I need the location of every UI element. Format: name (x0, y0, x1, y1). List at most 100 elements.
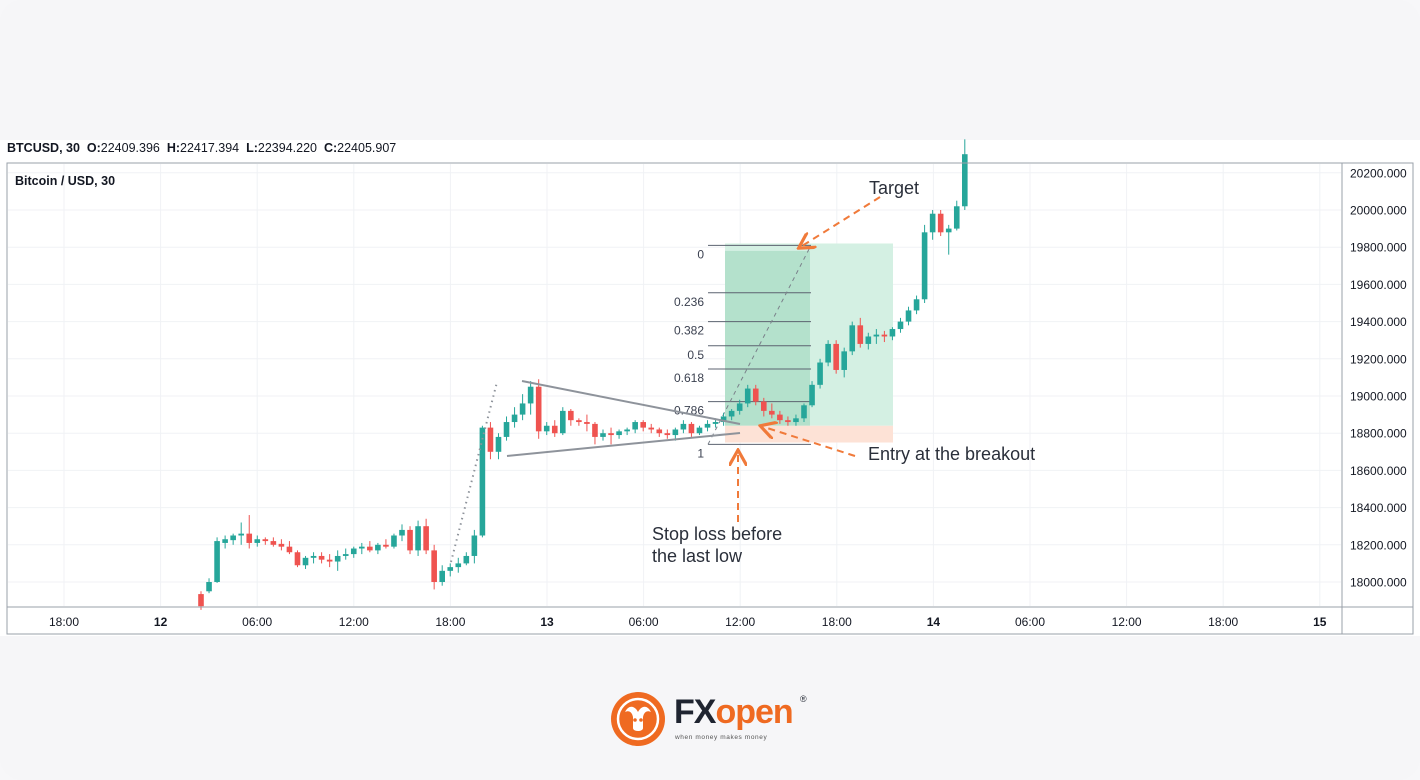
candle-body (359, 546, 365, 549)
candle-body (375, 544, 381, 551)
time-tick-label: 12:00 (1112, 615, 1142, 629)
candle-body (310, 555, 317, 558)
open-value: 22409.396 (100, 141, 160, 155)
candle-body (785, 420, 791, 423)
price-tick-label: 19200.000 (1350, 352, 1407, 366)
candle-body (801, 405, 807, 419)
candle-body (431, 550, 437, 582)
time-tick-label: 18:00 (49, 615, 79, 629)
candle-body (479, 427, 486, 536)
candle-body (519, 403, 526, 415)
candle-body (744, 388, 751, 404)
candle-body (487, 427, 494, 452)
candle-body (415, 526, 421, 551)
candle-body (656, 429, 663, 434)
chart-grid (8, 164, 1341, 606)
candle-body (383, 544, 389, 547)
candle-body (897, 321, 904, 330)
candle-body (624, 429, 630, 432)
candle-body (318, 555, 325, 560)
candle-body (198, 594, 204, 607)
candle-body (873, 334, 880, 337)
candle-body (527, 386, 534, 404)
candle-body (945, 228, 952, 233)
candle-body (728, 410, 735, 417)
candle-body (535, 386, 542, 432)
candle-body (262, 539, 269, 542)
candle-body (688, 423, 695, 434)
candle-body (270, 541, 277, 545)
candle-body (937, 213, 944, 233)
candle-body (720, 416, 727, 423)
pattern-drawings (450, 380, 741, 563)
candle-body (809, 384, 815, 406)
fib-level-label: 0.618 (674, 371, 704, 385)
candle-body (294, 552, 301, 566)
symbol-label: BTCUSD, 30 (7, 141, 80, 155)
candle-body (632, 422, 638, 430)
candle-body (447, 567, 454, 571)
candle-body (929, 213, 936, 233)
triangle-lower-line (506, 432, 741, 457)
high-label: H: (166, 141, 181, 155)
time-tick-label: 18:00 (1208, 615, 1238, 629)
brand-tagline: when money makes money (675, 734, 768, 741)
candle-body (342, 554, 349, 556)
candle-body (849, 325, 856, 352)
fib-level-label: 0.786 (674, 404, 704, 418)
price-axis: 18000.000 18200.000 18400.000 18600.000 1880… (1350, 166, 1407, 589)
time-tick-label: 06:00 (629, 615, 659, 629)
time-tick-label: 12:00 (339, 615, 369, 629)
candle-body (439, 570, 445, 582)
stop-loss-label-line1: Stop loss before (652, 524, 782, 544)
chart-frame (6, 162, 1414, 635)
candle-body (511, 414, 518, 423)
candle-body (905, 310, 912, 322)
candle-body (214, 541, 220, 582)
candle-body (712, 422, 719, 424)
candle-body (302, 557, 309, 566)
annotations: Target Entry at the breakout Stop loss bef… (652, 178, 1035, 566)
entry-arrow (764, 427, 856, 457)
candle-body (913, 299, 920, 311)
candle-body (921, 232, 928, 300)
price-tick-label: 19600.000 (1350, 278, 1407, 292)
target-zone-inner (725, 250, 810, 426)
candle-body (286, 546, 293, 553)
candle-body (254, 539, 261, 543)
stop-zone (725, 425, 893, 443)
candle-body (238, 533, 244, 536)
time-tick-label: 18:00 (435, 615, 465, 629)
candle-body (962, 154, 968, 207)
candle-body (648, 427, 655, 430)
candle-body (222, 539, 228, 543)
candle-body (833, 343, 839, 370)
candle-body (608, 433, 614, 436)
candle-body (592, 423, 598, 437)
target-arrow (802, 196, 881, 246)
candle-body (640, 422, 646, 428)
candle-body (736, 403, 743, 411)
candle-body (334, 555, 341, 562)
target-label: Target (869, 178, 919, 198)
time-tick-label: 13 (540, 615, 554, 629)
candle-body (568, 410, 574, 421)
candle-body (881, 334, 888, 337)
bull-emblem-icon (611, 692, 665, 746)
low-value: 22394.220 (257, 141, 317, 155)
time-tick-label: 15 (1313, 615, 1327, 629)
chart-panel (0, 140, 1420, 636)
entry-label: Entry at the breakout (868, 444, 1035, 464)
fib-level-label: 0.236 (674, 295, 704, 309)
candle-body (817, 362, 823, 385)
open-label: O: (86, 141, 101, 155)
candle-body (326, 559, 333, 562)
price-tick-label: 20200.000 (1350, 166, 1407, 180)
candle-body (399, 529, 405, 536)
candle-body (230, 535, 236, 541)
fxopen-logo: FXopen ® when money makes money (609, 690, 819, 748)
fibonacci-levels: 0 0.236 0.382 0.5 0.618 0.786 1 (674, 244, 812, 460)
candle-body (463, 555, 470, 564)
time-tick-label: 12:00 (725, 615, 755, 629)
